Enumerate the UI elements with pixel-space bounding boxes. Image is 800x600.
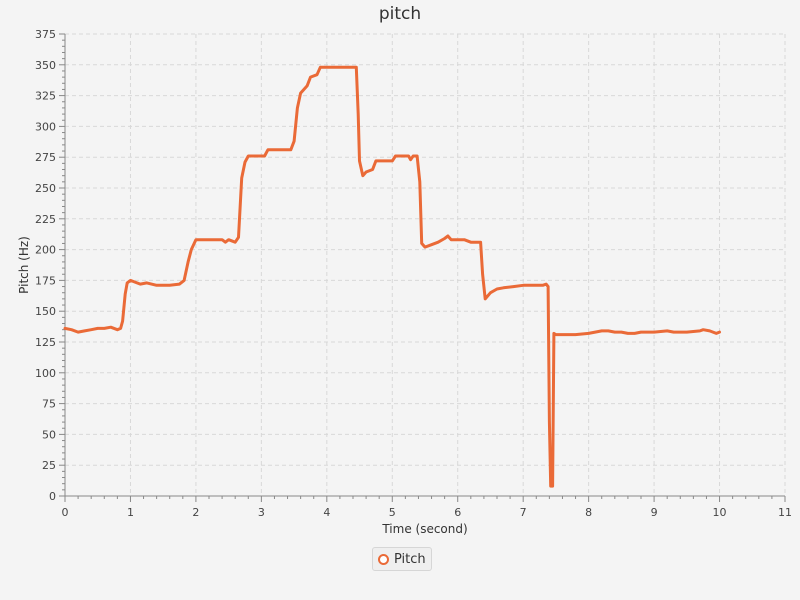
- y-tick-label: 100: [35, 367, 56, 380]
- x-tick-label: 9: [651, 506, 658, 519]
- y-tick-label: 25: [42, 459, 56, 472]
- x-tick-label: 0: [62, 506, 69, 519]
- x-tick-label: 7: [520, 506, 527, 519]
- y-tick-label: 75: [42, 398, 56, 411]
- series-line-pitch: [63, 65, 721, 488]
- x-tick-label: 1: [127, 506, 134, 519]
- chart-title: pitch: [378, 4, 422, 24]
- y-tick-label: 200: [35, 244, 56, 257]
- y-tick-label: 300: [35, 120, 56, 133]
- x-tick-label: 10: [713, 506, 727, 519]
- legend-item-pitch[interactable]: Pitch: [372, 547, 432, 571]
- x-axis-label: Time (second): [381, 522, 467, 536]
- y-tick-label: 325: [35, 90, 56, 103]
- y-tick-label: 375: [35, 28, 56, 41]
- legend-marker-icon: [378, 553, 389, 565]
- x-tick-label: 5: [389, 506, 396, 519]
- x-tick-label: 4: [323, 506, 330, 519]
- y-tick-label: 125: [35, 336, 56, 349]
- x-tick-label: 8: [585, 506, 592, 519]
- x-tick-label: 3: [258, 506, 265, 519]
- tick-labels: 0 1 2 3 4 5 6 7 8 9 10 11 0 25 50 75 100 125 150 175 200 225 2…: [35, 28, 792, 519]
- y-tick-label: 250: [35, 182, 56, 195]
- x-tick-label: 6: [454, 506, 461, 519]
- grid-lines: [65, 33, 786, 496]
- y-tick-label: 225: [35, 213, 56, 226]
- x-tick-label: 2: [192, 506, 199, 519]
- y-tick-label: 50: [42, 428, 56, 441]
- series-layer: [63, 65, 721, 488]
- y-tick-label: 275: [35, 151, 56, 164]
- y-tick-label: 150: [35, 305, 56, 318]
- axes: [59, 33, 786, 502]
- y-tick-label: 175: [35, 274, 56, 287]
- y-tick-label: 350: [35, 59, 56, 72]
- x-tick-label: 11: [778, 506, 792, 519]
- y-axis-label: Pitch (Hz): [17, 236, 31, 294]
- legend-label: Pitch: [394, 551, 426, 567]
- y-tick-label: 0: [49, 490, 56, 503]
